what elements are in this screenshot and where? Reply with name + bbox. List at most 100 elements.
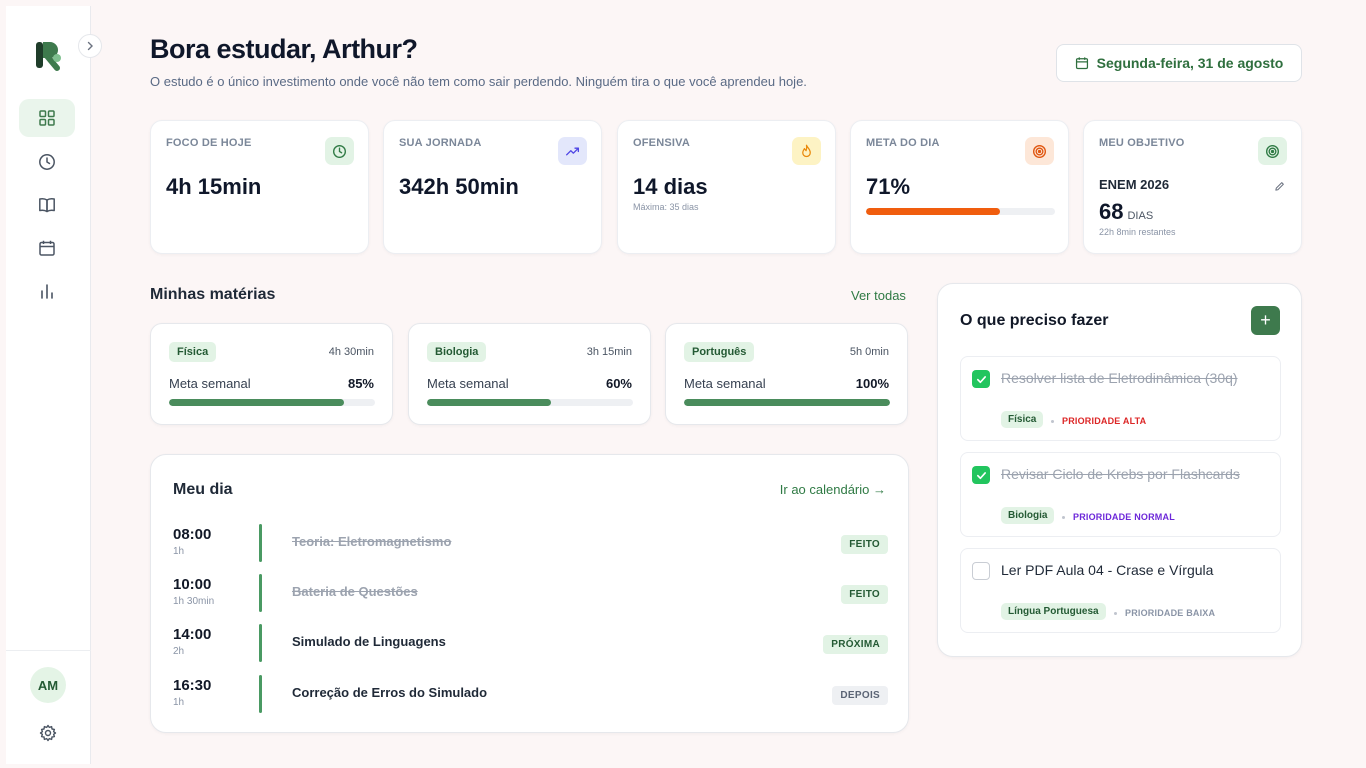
schedule-time: 08:00 (173, 526, 212, 543)
check-icon (976, 375, 986, 383)
subject-card[interactable]: Biologia 3h 15min Meta semanal 60% (408, 323, 651, 425)
task-checkbox[interactable] (972, 370, 990, 388)
sidebar-divider (6, 650, 91, 651)
subject-progress-bar (427, 399, 633, 406)
stat-card-focus: FOCO DE HOJE 4h 15min (150, 120, 369, 254)
task-checkbox[interactable] (972, 562, 990, 580)
page-subtitle: O estudo é o único investimento onde voc… (150, 74, 807, 89)
schedule-duration: 2h (173, 646, 185, 657)
schedule-item[interactable]: 14:00 2h Simulado de Linguagens PRÓXIMA (151, 624, 910, 666)
stat-value: 14 dias (633, 174, 708, 199)
subject-meta-label: Meta semanal (427, 376, 509, 391)
subject-tag: Biologia (427, 342, 487, 362)
objective-days-unit: DIAS (1127, 210, 1154, 222)
task-tag: Física (1001, 411, 1044, 428)
todo-title: O que preciso fazer (960, 312, 1109, 329)
task-item: Resolver lista de Eletrodinâmica (30q) F… (960, 356, 1281, 441)
date-button[interactable]: Segunda-feira, 31 de agosto (1056, 44, 1302, 82)
bar-chart-icon (41, 284, 53, 299)
settings-button[interactable] (39, 724, 57, 742)
collapse-sidebar-button[interactable] (78, 34, 102, 58)
subject-time: 3h 15min (586, 346, 632, 358)
calendar-icon (39, 240, 55, 256)
calendar-link[interactable]: Ir ao calendário → (779, 482, 886, 497)
clock-icon (325, 137, 354, 165)
objective-name: ENEM 2026 (1099, 177, 1170, 192)
calendar-icon (1075, 57, 1088, 70)
stat-label: META DO DIA (866, 137, 940, 149)
nav-dashboard[interactable] (19, 99, 75, 137)
schedule-item[interactable]: 10:00 1h 30min Bateria de Questões FEITO (151, 574, 910, 616)
stat-label: FOCO DE HOJE (166, 137, 252, 149)
nav-library[interactable] (19, 186, 75, 224)
flame-icon (792, 137, 821, 165)
objective-days-value: 68 (1099, 199, 1124, 224)
app-logo[interactable] (34, 38, 64, 72)
nav-history[interactable] (19, 143, 75, 181)
stat-subtext: Máxima: 35 dias (633, 202, 699, 212)
schedule-marker (259, 624, 262, 662)
edit-objective-button[interactable] (1274, 179, 1285, 191)
stat-card-goal: META DO DIA 71% (850, 120, 1069, 254)
add-task-button[interactable]: + (1251, 306, 1280, 335)
stat-label: SUA JORNADA (399, 137, 482, 149)
nav-calendar[interactable] (19, 229, 75, 267)
chevron-right-icon (87, 41, 93, 51)
task-text: Ler PDF Aula 04 - Crase e Vírgula (1001, 562, 1214, 578)
schedule-duration: 1h (173, 546, 185, 557)
avatar[interactable]: AM (30, 667, 66, 703)
schedule-duration: 1h (173, 697, 185, 708)
schedule-time: 16:30 (173, 677, 212, 694)
trending-up-icon (558, 137, 587, 165)
page-title: Bora estudar, Arthur? (150, 34, 418, 64)
subject-meta-label: Meta semanal (169, 376, 251, 391)
schedule-item[interactable]: 16:30 1h Correção de Erros do Simulado D… (151, 675, 910, 717)
my-day-card: Meu dia Ir ao calendário → 08:00 1h Teor… (150, 454, 909, 733)
target-icon (1025, 137, 1054, 165)
subject-card[interactable]: Física 4h 30min Meta semanal 85% (150, 323, 393, 425)
stat-label: OFENSIVA (633, 137, 691, 149)
schedule-item[interactable]: 08:00 1h Teoria: Eletromagnetismo FEITO (151, 524, 910, 566)
status-badge: PRÓXIMA (823, 635, 888, 654)
subject-percent: 100% (855, 376, 889, 391)
task-checkbox[interactable] (972, 466, 990, 484)
task-text: Revisar Ciclo de Krebs por Flashcards (1001, 466, 1240, 482)
schedule-time: 14:00 (173, 626, 212, 643)
schedule-marker (259, 574, 262, 612)
see-all-link[interactable]: Ver todas (851, 288, 906, 303)
task-priority-label: PRIORIDADE NORMAL (1073, 512, 1175, 522)
schedule-name: Teoria: Eletromagnetismo (292, 534, 452, 549)
subject-tag: Física (169, 342, 217, 362)
subject-meta-label: Meta semanal (684, 376, 766, 391)
schedule-name: Simulado de Linguagens (292, 634, 446, 649)
status-badge: DEPOIS (832, 686, 888, 705)
task-tag: Língua Portuguesa (1001, 603, 1106, 620)
grid-icon (39, 110, 55, 126)
status-badge: FEITO (841, 585, 888, 604)
stat-value: 342h 50min (399, 174, 519, 199)
objective-remaining: 22h 8min restantes (1099, 227, 1176, 237)
my-day-title: Meu dia (173, 481, 233, 498)
task-item: Revisar Ciclo de Krebs por Flashcards Bi… (960, 452, 1281, 537)
subject-progress-fill (427, 399, 551, 406)
subject-percent: 85% (347, 376, 374, 391)
task-tag: Biologia (1001, 507, 1055, 524)
date-label: Segunda-feira, 31 de agosto (1096, 55, 1284, 71)
subject-card[interactable]: Português 5h 0min Meta semanal 100% (665, 323, 908, 425)
stat-card-journey: SUA JORNADA 342h 50min (383, 120, 602, 254)
stat-card-objective: MEU OBJETIVO ENEM 2026 68 DIAS 22h 8min r… (1083, 120, 1302, 254)
task-priority-label: PRIORIDADE ALTA (1062, 416, 1147, 426)
subject-progress-bar (684, 399, 890, 406)
goal-progress-fill (866, 208, 1001, 215)
task-priority: PRIORIDADE ALTA (1051, 416, 1146, 426)
nav-stats[interactable] (19, 272, 75, 310)
task-priority-label: PRIORIDADE BAIXA (1125, 608, 1216, 618)
status-badge: FEITO (841, 535, 888, 554)
target-icon (1258, 137, 1287, 165)
todo-card: O que preciso fazer + Resolver lista de … (937, 283, 1302, 657)
task-text: Resolver lista de Eletrodinâmica (30q) (1001, 370, 1238, 386)
check-icon (976, 471, 986, 479)
objective-days: 68 DIAS (1099, 199, 1153, 225)
gear-icon (39, 724, 57, 742)
schedule-name: Bateria de Questões (292, 584, 418, 599)
